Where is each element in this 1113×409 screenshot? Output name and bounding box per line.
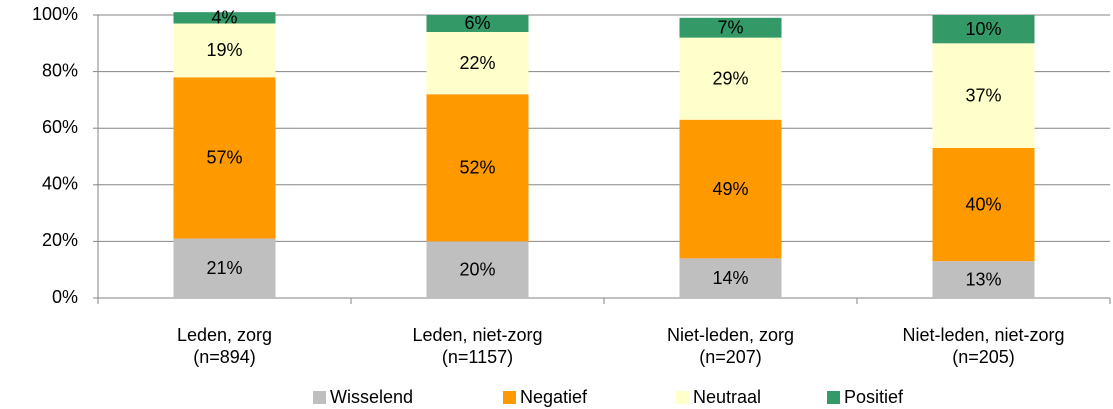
bar-segment (932, 148, 1035, 262)
legend-label: Neutraal (693, 387, 761, 407)
data-label: 10% (965, 19, 1001, 39)
y-tick-label: 60% (42, 117, 78, 137)
y-tick-label: 20% (42, 230, 78, 250)
bar-segment (932, 43, 1035, 149)
bar-segment (426, 241, 529, 298)
y-tick-label: 100% (32, 4, 78, 24)
bar-segment (426, 15, 529, 32)
y-tick-label: 0% (52, 287, 78, 307)
bar-segment (932, 15, 1035, 44)
bar-segment (426, 94, 529, 242)
data-label: 13% (965, 269, 1001, 289)
bar-segment (679, 37, 782, 120)
legend-label: Positief (844, 387, 904, 407)
data-label: 21% (206, 258, 242, 278)
legend-swatch (827, 391, 840, 404)
x-tick-label: Leden, zorg (177, 325, 272, 345)
bar-segment (426, 31, 529, 95)
data-label: 6% (464, 13, 490, 33)
bar-segment (173, 77, 276, 239)
data-label: 4% (211, 8, 237, 28)
data-label: 52% (459, 158, 495, 178)
legend-swatch (676, 391, 689, 404)
bar-segment (679, 119, 782, 259)
x-tick-label: Niet-leden, zorg (667, 325, 794, 345)
bar-segment (679, 258, 782, 298)
y-tick-label: 80% (42, 60, 78, 80)
bar-segment (932, 261, 1035, 298)
data-label: 37% (965, 85, 1001, 105)
legend-swatch (503, 391, 516, 404)
data-label: 20% (459, 259, 495, 279)
x-tick-label: Niet-leden, niet-zorg (902, 325, 1064, 345)
bar-segment (173, 238, 276, 298)
data-label: 29% (712, 68, 748, 88)
x-tick-label: (n=1157) (442, 347, 513, 367)
data-label: 19% (206, 40, 242, 60)
x-tick-label: Leden, niet-zorg (412, 325, 542, 345)
data-label: 40% (965, 194, 1001, 214)
bar-segment (173, 23, 276, 78)
data-label: 22% (459, 53, 495, 73)
legend-swatch (313, 391, 326, 404)
x-tick-label: (n=205) (952, 347, 1015, 367)
data-label: 57% (206, 148, 242, 168)
bar-segment (173, 12, 276, 24)
bar-segment (679, 17, 782, 38)
data-label: 14% (712, 268, 748, 288)
data-label: 7% (717, 17, 743, 37)
y-tick-label: 40% (42, 174, 78, 194)
legend-label: Wisselend (330, 387, 413, 407)
legend-label: Negatief (520, 387, 588, 407)
data-label: 49% (712, 179, 748, 199)
x-tick-label: (n=207) (699, 347, 762, 367)
x-tick-label: (n=894) (193, 347, 256, 367)
